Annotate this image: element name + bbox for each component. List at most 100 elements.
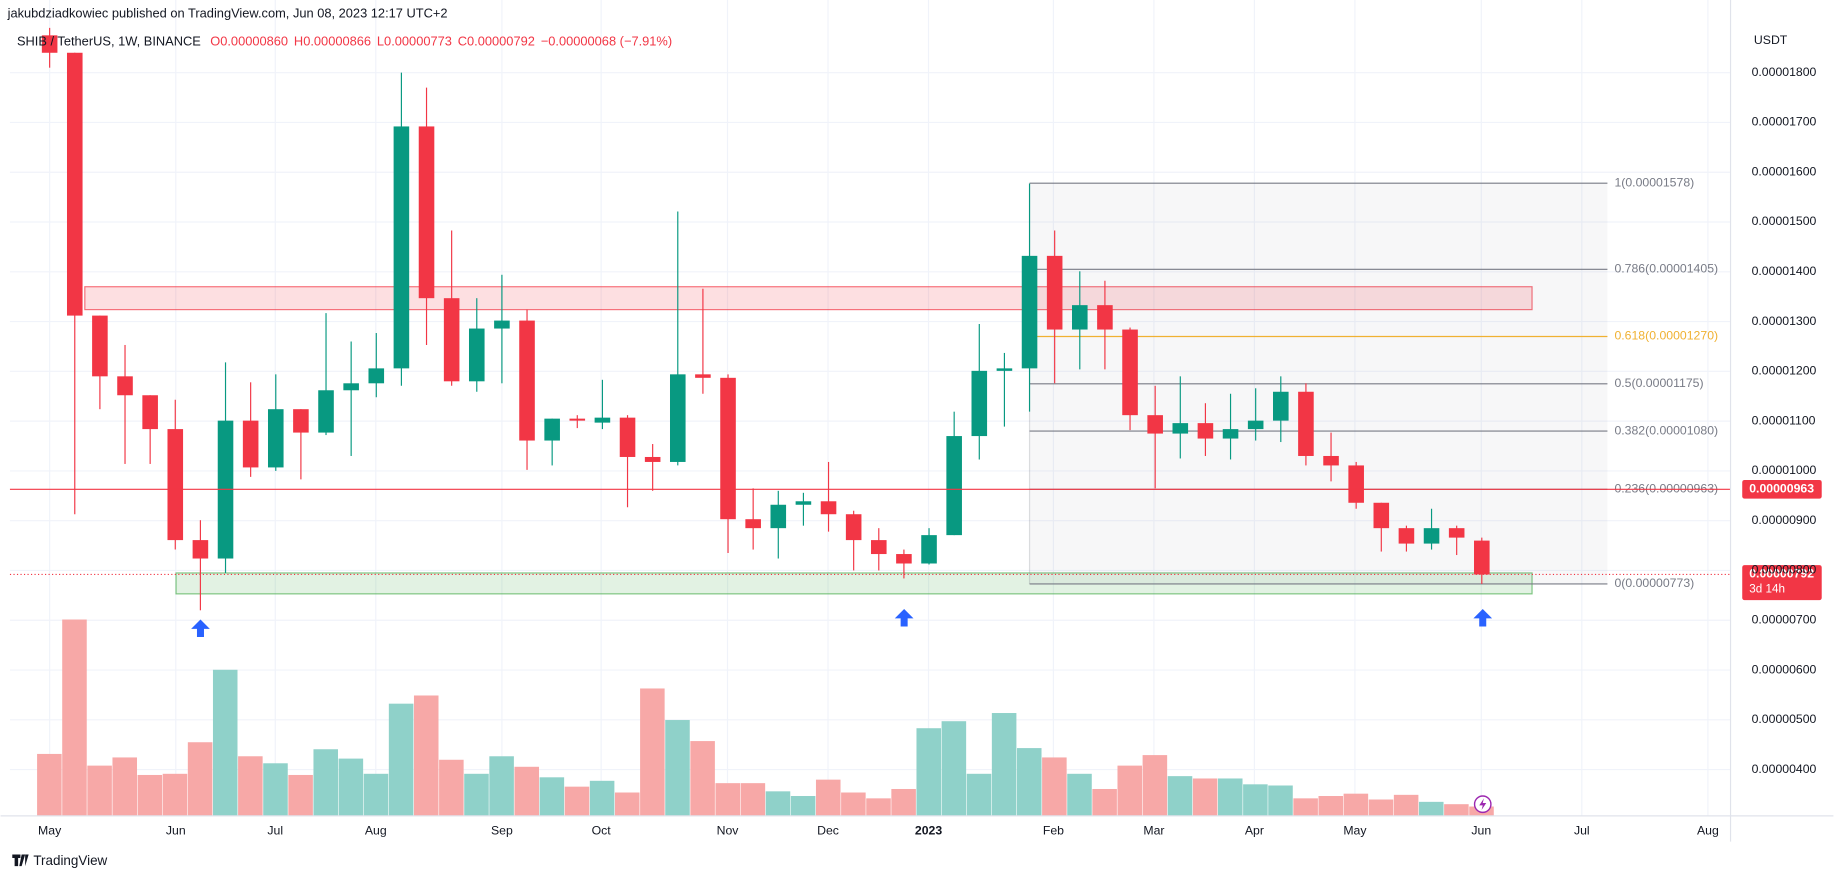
overlay: 0.00000963 0.00000792 3d 14h [9,479,1822,601]
volume-bar [1117,765,1143,816]
candle-body [669,374,686,462]
x-tick-label: Aug [1697,823,1719,837]
candle-body [468,328,485,382]
candle-body [770,504,787,529]
candle-body [1247,420,1264,430]
x-tick-label: Aug [365,823,387,837]
legend-item: C0.00000792 [458,33,535,48]
volume-bar [1268,785,1293,816]
candle-body [41,35,58,53]
legend-item: −0.00000068 (−7.91%) [541,33,672,48]
candle-body [494,320,510,329]
candle-body [92,315,108,377]
candle-body [695,374,711,378]
candle-body [418,126,435,299]
candle-body [293,409,309,433]
y-tick-label: 0.00000600 [1752,662,1817,676]
candle-body [1448,528,1465,538]
volume-bar [1343,793,1369,816]
candle-body [1273,391,1289,421]
candle-body [368,368,385,384]
volume-bar [1293,798,1318,816]
volume-bar [966,773,992,816]
volume-bar [313,749,339,816]
arrow-up [894,608,914,627]
volume-bar [413,695,439,816]
x-tick-label: Feb [1043,823,1064,837]
volume-bar [1142,755,1168,816]
y-tick-label: 0.00001200 [1752,364,1817,378]
volume-bar [539,777,565,816]
candle-body [1222,429,1239,439]
volume-bar [489,756,514,816]
candle-body [66,52,83,316]
y-tick-label: 0.00001600 [1752,164,1817,178]
fib-label: 0.382(0.00001080) [1614,423,1718,437]
volume-bar [1042,757,1067,816]
fib-label: 0.5(0.00001175) [1614,376,1703,390]
candle-body [720,377,736,520]
volume-bar [866,798,891,816]
volume-bar [1016,748,1042,816]
volume-bar [1192,778,1218,816]
y-tick-label: 0.00001400 [1752,264,1817,278]
volume-bar [765,791,791,816]
candle-body [1072,305,1088,330]
volume-bar [263,763,288,816]
fib-label: 0(0.00000773) [1614,576,1694,590]
y-tick-label: 0.00001300 [1752,314,1817,328]
candle-body [1323,455,1339,466]
candle-body [619,417,636,457]
candle-body [1097,305,1113,330]
volume-bar [212,669,238,816]
fib-label: 1(0.00001578) [1614,175,1694,189]
y-tick-label: 0.00000700 [1752,612,1817,626]
y-tick-label: 0.00000900 [1752,513,1817,527]
candle-body [1147,415,1163,434]
candle-body [242,420,259,468]
price-tag [1742,479,1822,499]
candle-body [167,429,184,541]
candle-body [946,436,962,536]
x-tick-label: May [1343,823,1367,837]
volume-bar [916,728,942,816]
volume-bar [690,741,715,816]
volume-bar [388,703,414,816]
candle-body [318,390,334,433]
legend-item: L0.00000773 [377,33,452,48]
x-tick-label: Nov [717,823,740,837]
volume-bar [439,759,464,816]
volume-bar [464,773,489,816]
volume-bar [891,788,916,816]
candle-body [845,514,862,541]
axes: 0.00000400 0.00000500 0.00000600 0.00000700… [38,65,1817,837]
candle-body [1398,528,1415,544]
last-price-tag [1742,565,1822,601]
volume-bar [715,783,741,816]
volume-bar [1217,778,1243,816]
volume-bar [112,757,138,816]
candle-body [1474,540,1490,575]
candle-body [1021,255,1038,369]
candle-body [795,501,812,505]
candle-body [921,535,937,564]
fib-label: 0.236(0.00000963) [1614,482,1718,496]
x-tick-label: Dec [817,823,839,837]
volume-bar [1092,788,1117,816]
x-tick-label: Oct [592,823,612,837]
volume-bar [162,773,188,816]
volume-bar [991,713,1017,816]
volume-bar [1318,796,1344,816]
volume-bar [614,792,640,816]
volume-bars [37,619,1494,816]
candle-body [971,370,988,437]
candle-body [644,456,661,462]
candle-body [896,554,912,564]
candle-body [519,320,535,441]
candle-body [117,376,133,396]
volume-bar [238,756,263,816]
candle-body [820,501,837,515]
candle-body [142,395,158,430]
ohlc-legend: O0.00000860 H0.00000866 L0.00000773 C0.0000… [210,33,672,48]
